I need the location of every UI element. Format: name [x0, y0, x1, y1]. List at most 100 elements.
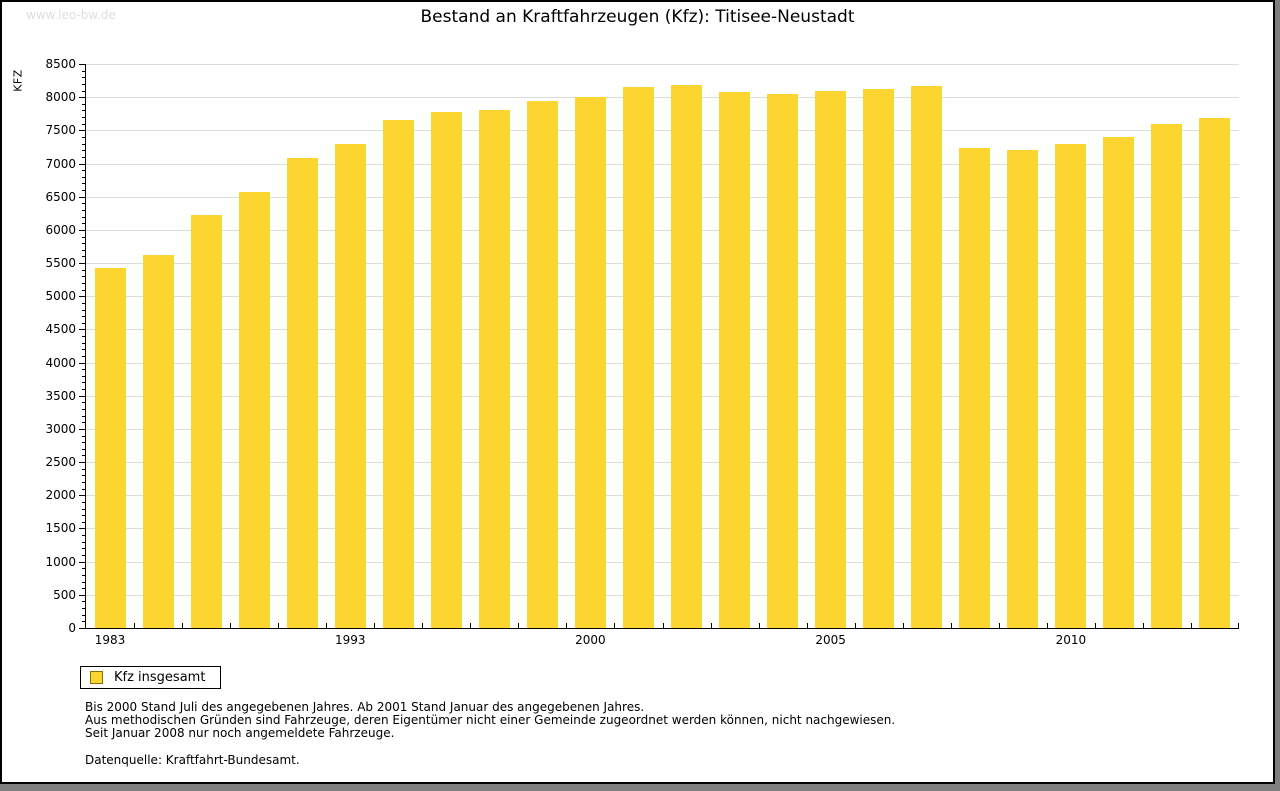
y-minor-tick-2600: [82, 455, 86, 457]
page-title: Bestand an Kraftfahrzeugen (Kfz): Titise…: [420, 7, 855, 27]
y-minor-tick-3700: [82, 382, 86, 384]
y-minor-tick-7600: [82, 123, 86, 125]
bar-1993: [334, 143, 366, 628]
bar-2002: [671, 85, 703, 628]
gridline-3000: [86, 428, 1239, 430]
y-major-tick-7000: [79, 163, 86, 165]
y-tick-label-2500: 2500: [45, 455, 76, 470]
bar-1987: [190, 215, 222, 628]
bar-2004: [767, 93, 799, 628]
gridline-1500: [86, 528, 1239, 530]
bar-2005: [815, 90, 847, 628]
y-minor-tick-2700: [82, 448, 86, 450]
y-tick-label-4500: 4500: [45, 322, 76, 337]
y-minor-tick-4300: [82, 342, 86, 344]
y-minor-tick-8100: [82, 90, 86, 92]
y-minor-tick-2200: [82, 482, 86, 484]
y-major-tick-6000: [79, 229, 86, 231]
gridline-2500: [86, 462, 1239, 464]
y-minor-tick-8200: [82, 83, 86, 85]
y-minor-tick-6600: [82, 190, 86, 192]
y-tick-label-7000: 7000: [45, 156, 76, 171]
gridline-4000: [86, 362, 1239, 364]
y-minor-tick-400: [82, 601, 86, 603]
watermark: www.leo-bw.de: [26, 8, 116, 22]
bar-1997: [430, 111, 462, 628]
y-minor-tick-6800: [82, 176, 86, 178]
y-major-tick-3500: [79, 395, 86, 397]
y-major-tick-6500: [79, 196, 86, 198]
gridline-5000: [86, 296, 1239, 298]
x-tick-label-1993: 1993: [334, 633, 366, 647]
y-minor-tick-7300: [82, 143, 86, 145]
bar-1991: [286, 158, 318, 628]
y-minor-tick-1200: [82, 548, 86, 550]
y-minor-tick-6700: [82, 183, 86, 185]
y-minor-tick-7700: [82, 117, 86, 119]
x-tick-8: [470, 623, 472, 628]
gridline-6000: [86, 229, 1239, 231]
bar-2007: [911, 85, 943, 628]
y-minor-tick-4600: [82, 322, 86, 324]
bar-2010: [1055, 144, 1087, 628]
bar-1985: [142, 255, 174, 628]
bar-2012: [1151, 124, 1183, 628]
y-minor-tick-700: [82, 581, 86, 583]
data-source: Datenquelle: Kraftfahrt-Bundesamt.: [85, 753, 300, 767]
x-tick-24: [1238, 623, 1239, 628]
x-tick-20: [1046, 623, 1048, 628]
y-minor-tick-1600: [82, 521, 86, 523]
y-minor-tick-5300: [82, 276, 86, 278]
x-tick-15: [806, 623, 808, 628]
x-tick-5: [326, 623, 328, 628]
gridline-5500: [86, 263, 1239, 265]
x-tick-6: [374, 623, 376, 628]
y-minor-tick-3400: [82, 402, 86, 404]
y-minor-tick-5100: [82, 289, 86, 291]
legend: Kfz insgesamt: [80, 666, 221, 689]
x-tick-label-2000: 2000: [575, 633, 606, 647]
legend-swatch-icon: [90, 671, 103, 684]
y-minor-tick-900: [82, 568, 86, 570]
y-minor-tick-2100: [82, 488, 86, 490]
gridline-8500: [86, 64, 1239, 65]
y-minor-tick-1700: [82, 515, 86, 517]
y-major-tick-1000: [79, 561, 86, 563]
y-minor-tick-1900: [82, 501, 86, 503]
y-minor-tick-7800: [82, 110, 86, 112]
gridline-3500: [86, 395, 1239, 397]
y-minor-tick-6400: [82, 203, 86, 205]
x-tick-14: [758, 623, 760, 628]
y-minor-tick-5600: [82, 256, 86, 258]
bar-2001: [622, 87, 654, 628]
y-minor-tick-5400: [82, 269, 86, 271]
bar-2009: [1007, 150, 1039, 628]
x-tick-9: [518, 623, 520, 628]
y-minor-tick-4700: [82, 316, 86, 318]
footnote-line: Aus methodischen Gründen sind Fahrzeuge,…: [85, 713, 896, 727]
x-tick-13: [710, 623, 712, 628]
y-minor-tick-100: [82, 621, 86, 623]
y-minor-tick-2900: [82, 435, 86, 437]
y-tick-label-6500: 6500: [45, 189, 76, 204]
gridline-6500: [86, 196, 1239, 198]
bar-2011: [1103, 137, 1135, 628]
x-tick-1: [134, 623, 136, 628]
y-minor-tick-4200: [82, 349, 86, 351]
y-major-tick-3000: [79, 428, 86, 430]
y-minor-tick-3100: [82, 422, 86, 424]
x-tick-23: [1190, 623, 1192, 628]
plot-area: 0 500 1000 1500 2000 2500 3000 3500 4000 4500 5000…: [45, 57, 1239, 647]
bar-2000: [574, 96, 606, 628]
y-minor-tick-3800: [82, 375, 86, 377]
y-minor-tick-2400: [82, 468, 86, 470]
y-tick-label-8500: 8500: [45, 57, 76, 71]
y-minor-tick-7200: [82, 150, 86, 152]
y-major-tick-5500: [79, 263, 86, 265]
bar-1989: [238, 192, 270, 628]
y-major-tick-0: [79, 628, 86, 629]
y-tick-label-3000: 3000: [45, 421, 76, 436]
y-tick-label-6000: 6000: [45, 222, 76, 237]
gridline-500: [86, 594, 1239, 596]
